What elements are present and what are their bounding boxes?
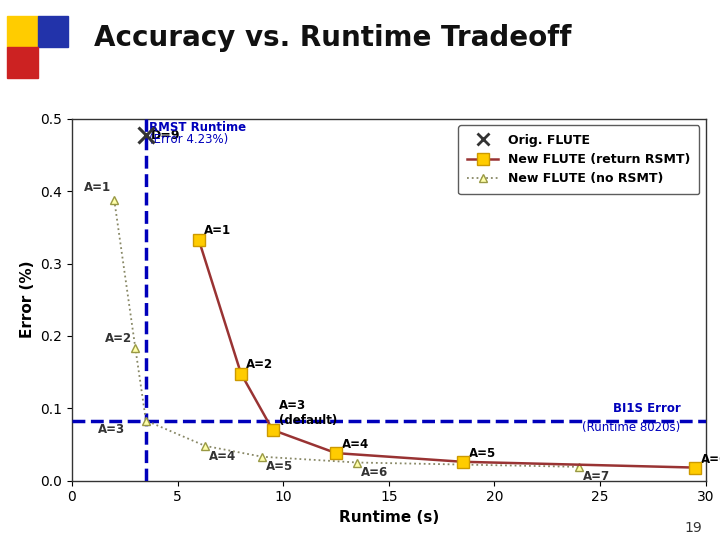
Text: A=5: A=5 — [266, 460, 294, 474]
Text: A=3
(default): A=3 (default) — [279, 399, 337, 427]
Text: D=9: D=9 — [151, 129, 181, 142]
Text: A=4: A=4 — [210, 450, 237, 463]
Text: BI1S Error: BI1S Error — [613, 402, 680, 415]
Text: A=5: A=5 — [469, 447, 496, 460]
Text: A=2: A=2 — [246, 357, 274, 370]
Text: A=2: A=2 — [105, 332, 132, 345]
Text: A=7: A=7 — [583, 470, 611, 483]
Text: Accuracy vs. Runtime Tradeoff: Accuracy vs. Runtime Tradeoff — [94, 24, 571, 52]
Text: 19: 19 — [684, 521, 702, 535]
Text: A=4: A=4 — [342, 438, 369, 451]
X-axis label: Runtime (s): Runtime (s) — [338, 510, 439, 525]
Text: RMST Runtime: RMST Runtime — [149, 121, 246, 134]
Y-axis label: Error (%): Error (%) — [19, 261, 35, 339]
Text: A=6: A=6 — [701, 453, 720, 466]
Text: A=1: A=1 — [204, 224, 231, 237]
Text: A=3: A=3 — [98, 423, 125, 436]
Text: (Error 4.23%): (Error 4.23%) — [149, 133, 228, 146]
Legend: Orig. FLUTE, New FLUTE (return RSMT), New FLUTE (no RSMT): Orig. FLUTE, New FLUTE (return RSMT), Ne… — [458, 125, 699, 194]
Text: A=6: A=6 — [361, 466, 389, 479]
Text: (Runtime 8020s): (Runtime 8020s) — [582, 421, 680, 434]
Text: A=1: A=1 — [84, 181, 111, 194]
